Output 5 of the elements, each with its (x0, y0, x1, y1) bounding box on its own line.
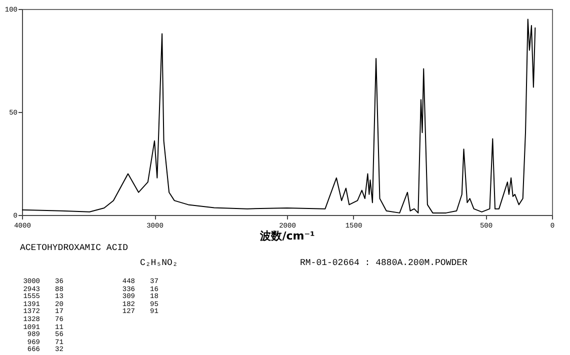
text: ACETOHYDROXAMIC ACID (20, 243, 128, 253)
x-axis-title: 波数/cm⁻¹ (259, 230, 315, 242)
text: C₂H₅NO₂ (140, 258, 178, 268)
line-series (22, 18, 536, 214)
text: RM-01-02664 : 4880A.200M.POWDER (300, 258, 468, 268)
